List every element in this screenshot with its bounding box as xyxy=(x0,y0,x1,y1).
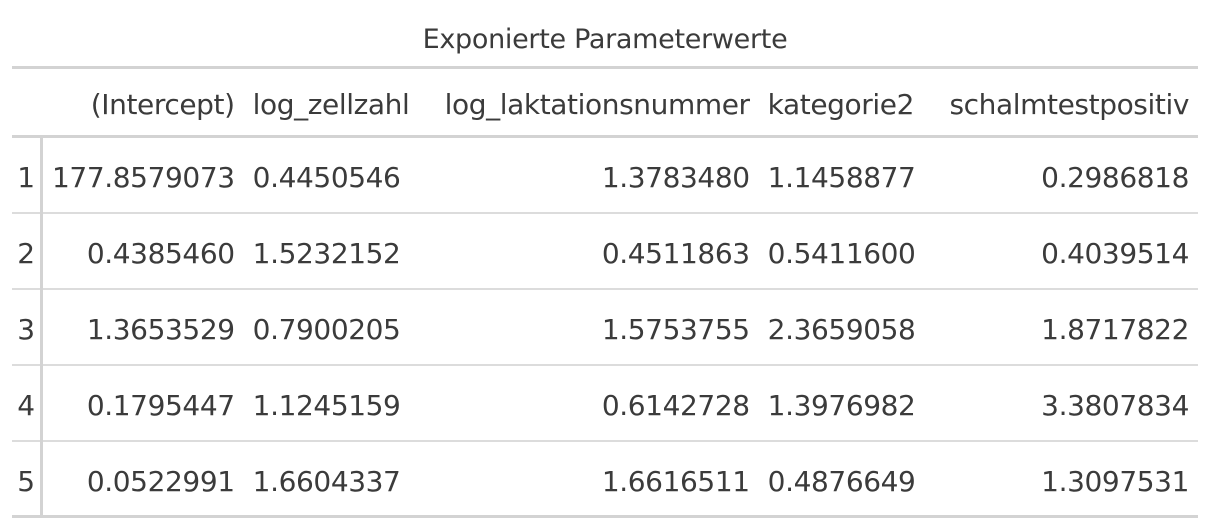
header-schalmtestpositiv: schalmtestpositiv xyxy=(949,87,1189,121)
table-row: 1 177.8579073 0.4450546 1.3783480 1.1458… xyxy=(12,136,1198,213)
cell-schalmtestpositiv: 0.2986818 xyxy=(1041,161,1189,195)
cell-log-laktationsnummer: 1.6616511 xyxy=(601,464,750,498)
cell-kategorie2: 1.1458877 xyxy=(767,161,916,195)
table-header: (Intercept) log_zellzahl log_laktationsn… xyxy=(12,67,1198,137)
cell-log-zellzahl: 0.7900205 xyxy=(252,313,401,346)
header-log-laktationsnummer: log_laktationsnummer xyxy=(444,87,750,121)
cell-log-zellzahl: 0.4450546 xyxy=(252,161,401,195)
cell-schalmtestpositiv: 0.4039514 xyxy=(1041,237,1189,270)
row-id: 2 xyxy=(12,212,43,289)
row-id: 1 xyxy=(12,136,43,213)
cell-schalmtestpositiv: 1.8717822 xyxy=(1041,313,1189,346)
parameter-table: (Intercept) log_zellzahl log_laktationsn… xyxy=(12,66,1198,518)
cell-log-laktationsnummer: 0.4511863 xyxy=(601,237,750,270)
cell-log-laktationsnummer: 1.3783480 xyxy=(601,161,750,195)
cell-log-zellzahl: 1.6604337 xyxy=(252,464,401,498)
table-row: 3 1.3653529 0.7900205 1.5753755 2.365905… xyxy=(12,288,1198,365)
header-kategorie2: kategorie2 xyxy=(767,87,915,121)
cell-log-laktationsnummer: 1.5753755 xyxy=(601,313,750,346)
cell-log-laktationsnummer: 0.6142728 xyxy=(601,389,750,422)
cell-schalmtestpositiv: 3.3807834 xyxy=(1041,389,1189,422)
cell-log-zellzahl: 1.1245159 xyxy=(252,389,401,422)
header-row: (Intercept) log_zellzahl log_laktationsn… xyxy=(12,67,1198,137)
header-log-zellzahl: log_zellzahl xyxy=(252,87,410,121)
row-id: 4 xyxy=(12,364,43,441)
table-row: 4 0.1795447 1.1245159 0.6142728 1.397698… xyxy=(12,364,1198,441)
row-id: 3 xyxy=(12,288,43,365)
cell-kategorie2: 2.3659058 xyxy=(767,313,916,346)
cell-schalmtestpositiv: 1.3097531 xyxy=(1041,464,1189,498)
cell-kategorie2: 0.5411600 xyxy=(767,237,916,270)
table-row: 5 0.0522991 1.6604337 1.6616511 0.487664… xyxy=(12,440,1198,517)
cell-intercept: 0.4385460 xyxy=(86,237,235,270)
table-caption: Exponierte Parameterwerte xyxy=(422,24,788,55)
cell-intercept: 177.8579073 xyxy=(52,161,235,195)
row-id: 5 xyxy=(12,440,43,517)
table-body: 1 177.8579073 0.4450546 1.3783480 1.1458… xyxy=(12,136,1198,517)
cell-kategorie2: 1.3976982 xyxy=(767,389,916,422)
cell-kategorie2: 0.4876649 xyxy=(767,464,916,498)
cell-intercept: 0.1795447 xyxy=(86,389,235,422)
header-stub xyxy=(12,68,42,137)
cell-log-zellzahl: 1.5232152 xyxy=(252,237,401,270)
cell-intercept: 1.3653529 xyxy=(86,313,235,346)
table-row: 2 0.4385460 1.5232152 0.4511863 0.541160… xyxy=(12,212,1198,289)
cell-intercept: 0.0522991 xyxy=(86,464,235,498)
header-intercept: (Intercept) xyxy=(90,87,235,121)
